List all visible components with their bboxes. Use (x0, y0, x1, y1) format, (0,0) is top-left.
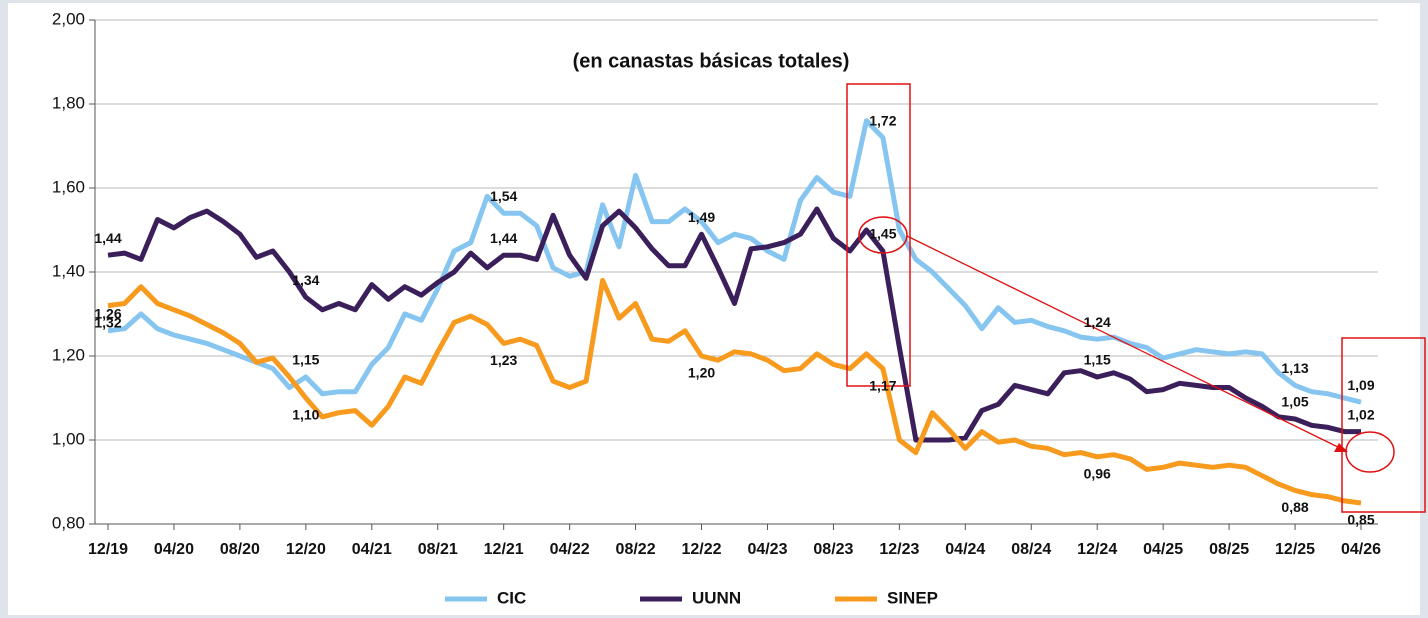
x-tick-label: 08/22 (616, 541, 656, 558)
x-tick-label: 04/24 (945, 541, 985, 558)
legend: CIC UUNN SINEP (445, 588, 938, 607)
y-tick-label: 1,40 (52, 261, 85, 280)
x-tick-label: 08/21 (418, 541, 458, 558)
value-label: 1,13 (1281, 360, 1308, 376)
highlight-circle (858, 216, 908, 254)
value-label: 1,23 (490, 352, 517, 368)
value-label: 1,20 (688, 365, 715, 381)
x-tick-label: 08/20 (220, 541, 260, 558)
y-tick-label: 1,20 (52, 345, 85, 364)
x-tick-label: 08/23 (813, 541, 853, 558)
x-tick-label: 04/23 (747, 541, 787, 558)
value-label: 1,02 (1347, 406, 1374, 422)
series-line (107, 118, 1362, 405)
legend-label: UUNN (692, 588, 741, 607)
x-tick-label: 12/22 (682, 541, 722, 558)
x-tick-label: 12/19 (88, 541, 128, 558)
x-tick-label: 08/25 (1209, 541, 1249, 558)
value-label: 1,09 (1347, 377, 1374, 393)
y-tick-label: 1,00 (52, 429, 85, 448)
value-labels: 1,26 1,15 1,54 1,72 1,24 1,13 1,09 1,44 1,34 1,44… (94, 112, 1374, 527)
value-label: 1,24 (1084, 314, 1111, 330)
value-label: 1,15 (292, 352, 319, 368)
value-label: 1,49 (688, 209, 715, 225)
value-label: 1,15 (1084, 352, 1111, 368)
y-tick-label: 0,80 (52, 513, 85, 532)
y-tick-label: 1,80 (52, 93, 85, 112)
value-label: 1,10 (292, 407, 319, 423)
value-label: 1,44 (490, 230, 517, 246)
x-tick-label: 04/25 (1143, 541, 1183, 558)
arrow-head (1334, 443, 1348, 452)
highlights (846, 83, 1426, 513)
x-tick-label: 12/20 (286, 541, 326, 558)
highlight-box (1341, 337, 1426, 513)
value-label: 0,85 (1347, 512, 1374, 528)
y-tick-label: 1,60 (52, 177, 85, 196)
value-label: 1,54 (490, 188, 517, 204)
value-label: 1,72 (869, 112, 896, 128)
x-tick-label: 04/21 (352, 541, 392, 558)
panel (8, 3, 1420, 615)
plot (107, 118, 1362, 506)
value-label: 1,26 (94, 306, 121, 322)
grid: 0,80 1,00 1,20 1,40 1,60 1,80 2,00 12/19 04/20 08… (52, 9, 1381, 558)
value-label: 1,05 (1281, 394, 1308, 410)
x-tick-label: 12/25 (1275, 541, 1315, 558)
value-label: 1,34 (292, 272, 319, 288)
value-label: 1,32 (94, 314, 121, 330)
series-line (107, 277, 1362, 506)
highlight-box (846, 83, 911, 387)
value-label: 0,88 (1281, 499, 1308, 515)
chart-subtitle: (en canastas básicas totales) (573, 50, 850, 72)
legend-label: SINEP (887, 588, 938, 607)
value-label: 0,96 (1084, 466, 1111, 482)
legend-label: CIC (497, 588, 526, 607)
x-tick-label: 12/23 (879, 541, 919, 558)
x-tick-label: 12/24 (1077, 541, 1117, 558)
x-tick-label: 08/24 (1011, 541, 1051, 558)
series-line (107, 206, 1361, 443)
y-tick-label: 2,00 (52, 9, 85, 28)
x-tick-label: 04/26 (1341, 541, 1381, 558)
highlight-circle (1345, 431, 1395, 473)
value-label: 1,44 (94, 230, 121, 246)
x-tick-label: 04/20 (154, 541, 194, 558)
value-label: 1,17 (869, 377, 896, 393)
x-tick-label: 04/22 (550, 541, 590, 558)
x-tick-label: 12/21 (484, 541, 524, 558)
arrow (906, 235, 1345, 451)
value-label: 1,45 (869, 226, 896, 242)
